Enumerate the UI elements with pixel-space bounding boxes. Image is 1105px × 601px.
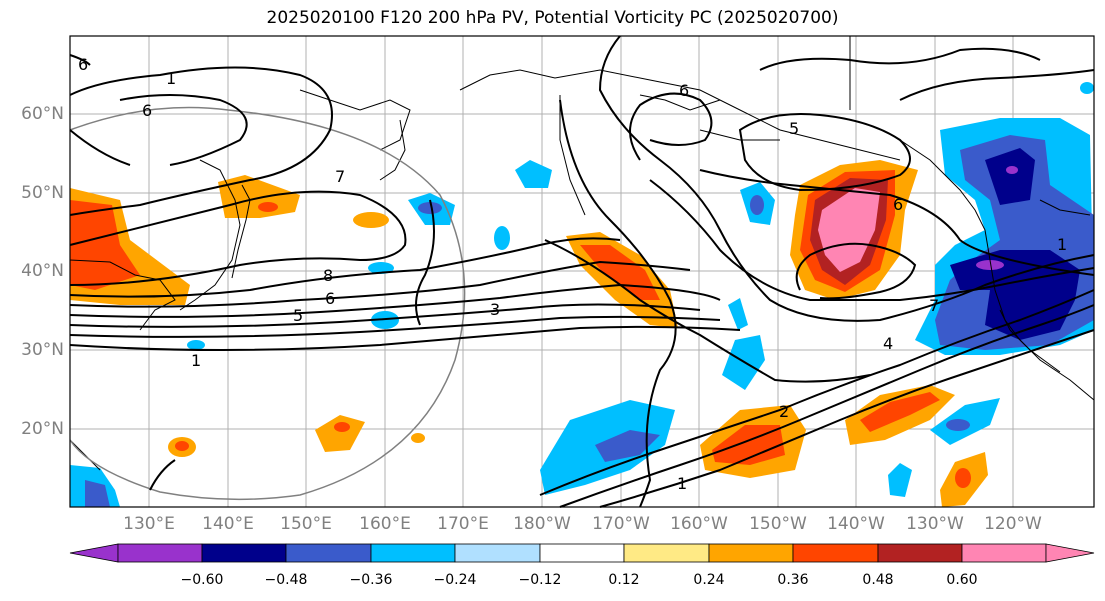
anomaly-mid-pacific-2 xyxy=(728,298,748,330)
anomaly-east-pacific-strong-2 xyxy=(950,250,1080,340)
anomaly-small-neg-2 xyxy=(368,262,394,274)
anomaly-southwest-corner-core xyxy=(85,480,110,507)
anomaly-subtropic-neg-1-core xyxy=(595,430,660,462)
anomaly-kamchatka-2 xyxy=(515,160,552,188)
colorbar-tick-label: 0.36 xyxy=(777,572,809,588)
colorbar-tick-label: 0.60 xyxy=(946,572,978,588)
lat-label-60n: 60°N xyxy=(21,104,64,124)
pv-contours xyxy=(69,35,1095,508)
anomaly-small-1 xyxy=(353,212,389,228)
lon-label: 170°W xyxy=(592,514,650,534)
anomaly-small-2 xyxy=(411,433,425,443)
lat-label-30n: 30°N xyxy=(21,340,64,360)
lon-label: 130°E xyxy=(123,514,175,534)
contour-label: 4 xyxy=(883,334,893,353)
anomaly-gulf-alaska-max xyxy=(818,188,880,272)
contour-label: 5 xyxy=(293,306,303,325)
anomaly-subtropic-3-core xyxy=(955,468,971,488)
contour-label: 7 xyxy=(929,296,939,315)
contour-label: 6 xyxy=(78,55,88,74)
lon-label: 150°E xyxy=(280,514,332,534)
anomaly-east-pacific-max xyxy=(976,260,1004,270)
lon-label: 130°W xyxy=(906,514,964,534)
contour-label: 3 xyxy=(490,300,500,319)
colorbar-segment xyxy=(623,543,710,563)
colorbar-segment xyxy=(285,543,372,563)
contour-label: 6 xyxy=(679,81,689,100)
contour-label: 7 xyxy=(335,167,345,186)
colorbar-segment xyxy=(792,543,879,563)
colorbar-segment xyxy=(201,543,287,563)
anomaly-northeast-corner xyxy=(1080,82,1094,94)
lon-label: 120°W xyxy=(984,514,1042,534)
colorbar-segment xyxy=(370,543,456,563)
contour-label: 6 xyxy=(325,289,335,308)
contour-label: 8 xyxy=(323,266,333,285)
colorbar-tick-label: −0.60 xyxy=(180,572,224,588)
anomaly-west-pacific-1-core xyxy=(334,422,350,432)
anomaly-west-pacific-2-core xyxy=(175,441,189,451)
colorbar-segment xyxy=(454,543,541,563)
anomaly-subtropic-neg-3 xyxy=(888,463,912,497)
colorbar-tick-label: 0.48 xyxy=(862,572,894,588)
lat-label-50n: 50°N xyxy=(21,183,64,203)
contour-label: 6 xyxy=(142,101,152,120)
anomaly-subtropic-neg-2-core xyxy=(946,419,970,431)
lat-label-20n: 20°N xyxy=(21,419,64,439)
colorbar-segment xyxy=(961,543,1047,563)
lon-label: 150°W xyxy=(749,514,807,534)
contour-label: 1 xyxy=(677,474,687,493)
anomaly-kamchatka-1-core xyxy=(418,202,442,214)
colorbar-tick-label: −0.24 xyxy=(433,572,477,588)
contour-label: 6 xyxy=(893,195,903,214)
contour-label: 2 xyxy=(779,402,789,421)
contour-label: 1 xyxy=(191,351,201,370)
contour-label: 1 xyxy=(166,69,176,88)
colorbar-extend-max xyxy=(1045,543,1095,563)
anomaly-subtropic-2-core xyxy=(860,392,940,432)
colorbar-segment xyxy=(539,543,625,563)
colorbar-tick-label: −0.48 xyxy=(264,572,308,588)
colorbar xyxy=(69,543,1095,563)
colorbar-tick-label: −0.12 xyxy=(518,572,562,588)
colorbar-extend-min xyxy=(69,543,119,563)
lon-label: 170°E xyxy=(437,514,489,534)
anomaly-east-pacific-strong xyxy=(985,148,1035,205)
anomaly-small-neg-1 xyxy=(494,226,510,250)
anomaly-west-pacific-1 xyxy=(315,415,365,452)
pv-positive-anomalies xyxy=(70,160,988,507)
plot-frame xyxy=(69,35,1095,508)
gray-circle xyxy=(69,106,466,501)
colorbar-tick-label: −0.36 xyxy=(349,572,393,588)
lon-label: 160°W xyxy=(670,514,728,534)
anomaly-alaska-small-core xyxy=(750,195,764,215)
lat-label-40n: 40°N xyxy=(21,261,64,281)
contour-labels: 1 6 7 8 6 5 3 1 5 6 7 4 2 1 6 1 6 xyxy=(78,55,1067,493)
lon-label: 160°E xyxy=(359,514,411,534)
lon-label: 140°W xyxy=(827,514,885,534)
anomaly-east-pacific-max-2 xyxy=(1006,166,1018,174)
anomaly-small-neg-4 xyxy=(187,340,205,350)
anomaly-japan-sea xyxy=(218,175,300,218)
anomaly-japan-sea-core xyxy=(258,202,278,212)
colorbar-tick-label: 0.12 xyxy=(608,572,640,588)
anomaly-subtropic-1-core xyxy=(712,425,785,465)
contour-label: 5 xyxy=(789,119,799,138)
lon-label: 140°E xyxy=(202,514,254,534)
colorbar-tick-label: 0.24 xyxy=(693,572,725,588)
anomaly-west-positive-core xyxy=(70,200,140,290)
lon-label: 180°W xyxy=(513,514,571,534)
colorbar-segment xyxy=(117,543,203,563)
colorbar-segment xyxy=(877,543,963,563)
colorbar-segment xyxy=(708,543,794,563)
contour-label: 1 xyxy=(1057,235,1067,254)
map-title: 2025020100 F120 200 hPa PV, Potential Vo… xyxy=(266,8,839,28)
